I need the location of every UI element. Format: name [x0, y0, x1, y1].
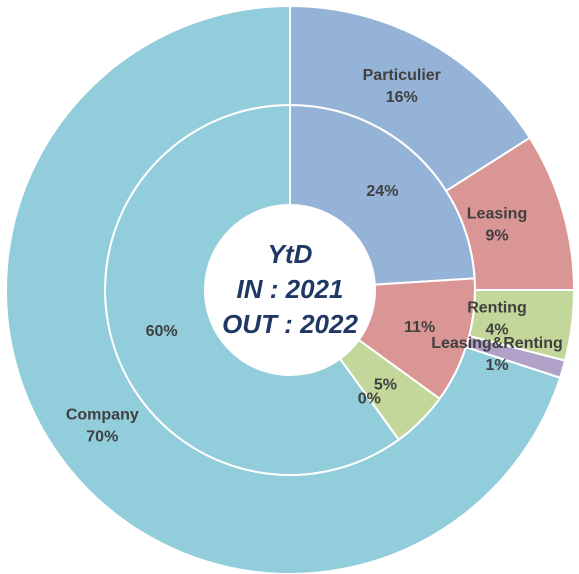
rings: [5, 4, 576, 574]
center-hole: [205, 205, 375, 375]
center-title: YtD: [268, 239, 313, 269]
value-label: 0%: [358, 390, 381, 407]
category-label: Renting: [467, 299, 527, 316]
value-label: 60%: [146, 323, 178, 340]
center-out: OUT : 2022: [222, 309, 358, 339]
slice: [5, 4, 562, 574]
center-in: IN : 2021: [237, 274, 344, 304]
value-label: 4%: [485, 321, 508, 338]
labels: 24% 11% 5%0% 60% Particulier 16% Leasing 9% Rent…: [66, 67, 563, 446]
category-label: Leasing&Renting: [431, 335, 563, 352]
category-label: Leasing: [467, 205, 527, 222]
value-label: 5%: [374, 377, 397, 394]
value-label: 16%: [386, 89, 418, 106]
value-label: 70%: [86, 429, 118, 446]
category-label: Company: [66, 407, 139, 424]
category-label: Particulier: [363, 67, 441, 84]
value-label: 11%: [404, 319, 435, 336]
value-label: 1%: [485, 357, 508, 374]
value-label: 24%: [366, 183, 398, 200]
value-label: 9%: [485, 227, 508, 244]
